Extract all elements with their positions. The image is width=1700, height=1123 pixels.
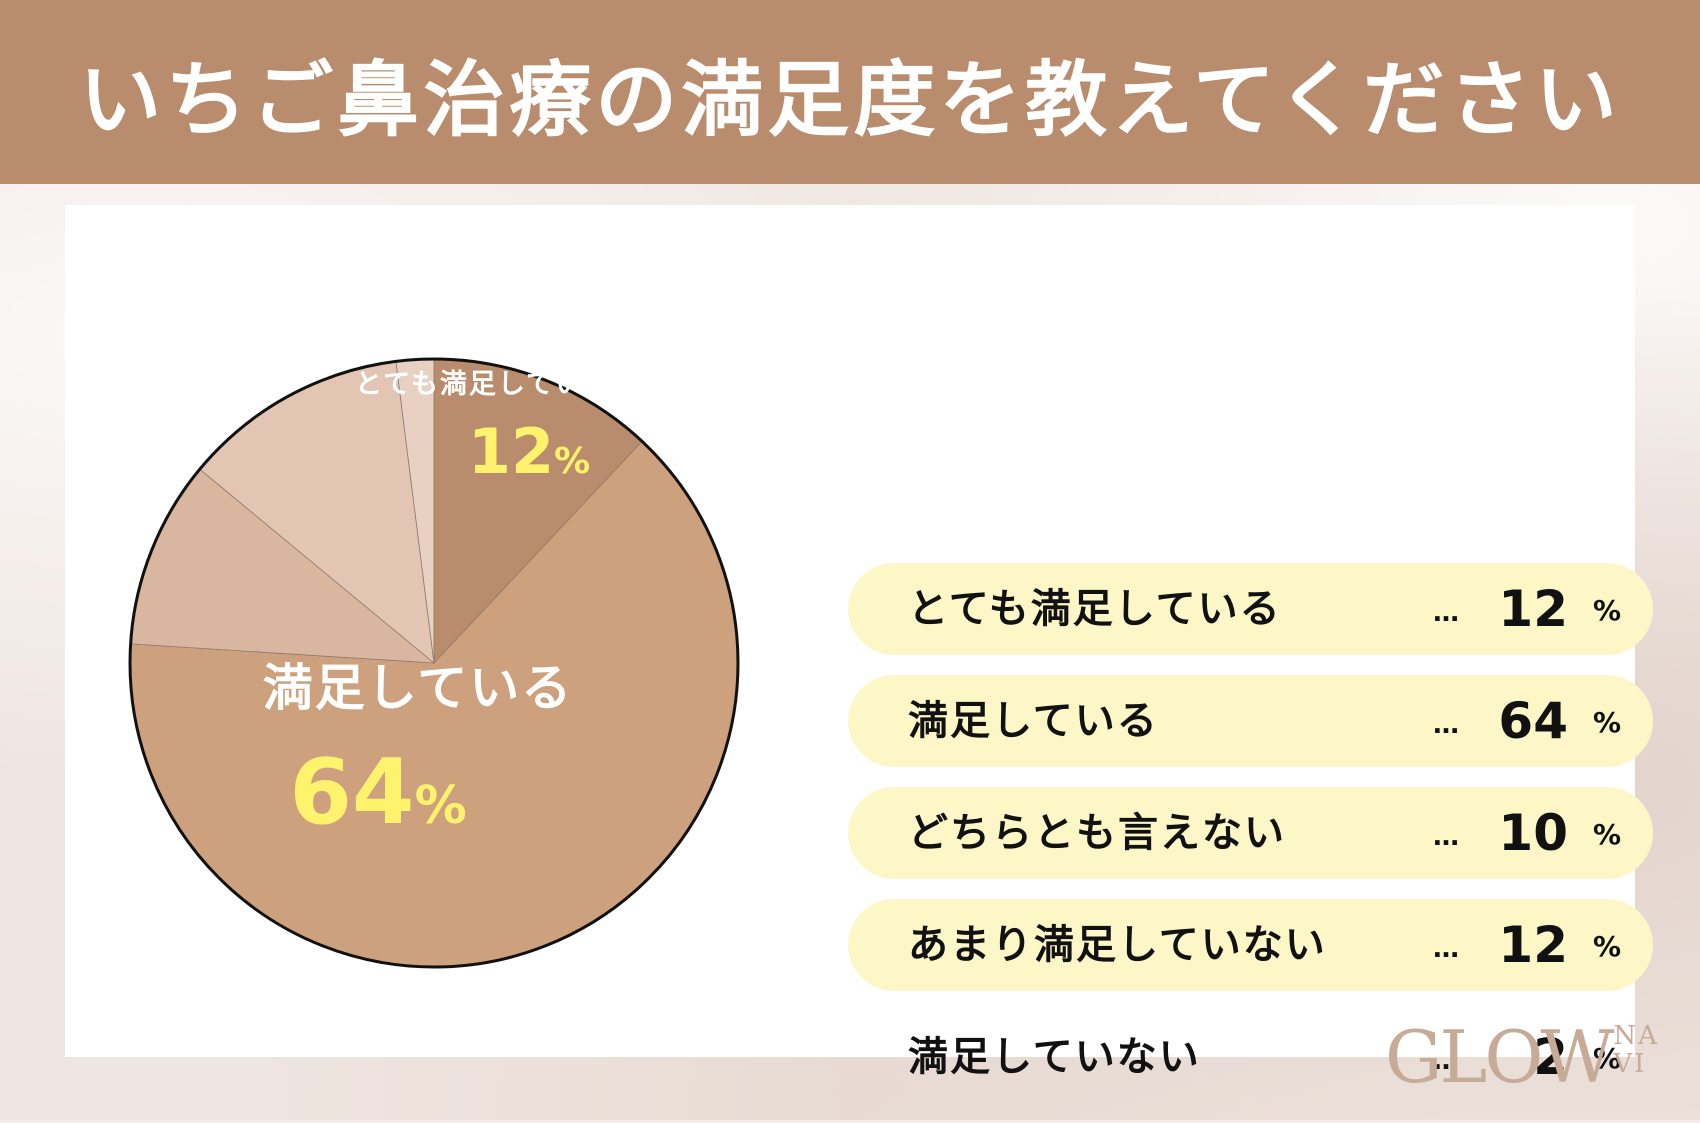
- pie-slice-value-label: 12%: [468, 415, 590, 488]
- legend-row: 満足していない … 2%: [848, 1011, 1653, 1103]
- legend-dots: …: [1433, 598, 1459, 628]
- logo-sub-top: NA: [1613, 1021, 1659, 1051]
- legend-label: 満足している: [908, 698, 1159, 744]
- legend-row: あまり満足していない … 12%: [848, 899, 1653, 991]
- legend-percent-sign: %: [1593, 930, 1622, 963]
- legend-dots: …: [1433, 1046, 1459, 1076]
- legend-value: 12: [1498, 580, 1568, 638]
- legend-value: 2: [1533, 1028, 1568, 1086]
- legend: とても満足している… 12% 満足している… 64% どちらとも言えない… 10% あまり満…: [848, 563, 1653, 1123]
- pie-chart: とても満足している 12% 満足している 64%: [128, 357, 740, 969]
- legend-percent-sign: %: [1593, 1042, 1622, 1075]
- legend-label: とても満足している: [908, 586, 1282, 632]
- legend-label: あまり満足していない: [908, 922, 1327, 968]
- chart-card: とても満足している 12% 満足している 64% とても満足している… 12% 満足してい…: [65, 205, 1653, 1086]
- legend-dots: …: [1433, 934, 1459, 964]
- logo-main-text: GLOW: [1385, 1015, 1614, 1099]
- legend-label: 満足していない: [908, 1034, 1201, 1080]
- legend-row: どちらとも言えない … 10%: [848, 787, 1653, 879]
- glownavi-logo: GLOWNA VI: [1385, 1015, 1659, 1099]
- header-banner: いちご鼻治療の満足度を教えてください: [0, 0, 1700, 184]
- legend-value: 12: [1498, 916, 1568, 974]
- legend-percent-sign: %: [1593, 706, 1622, 739]
- logo-sub-bottom: VI: [1613, 1049, 1647, 1079]
- legend-dots: …: [1433, 822, 1459, 852]
- logo-sub-text: NA VI: [1613, 1022, 1659, 1078]
- legend-value: 64: [1498, 692, 1568, 750]
- page-title: いちご鼻治療の満足度を教えてください: [79, 52, 1621, 148]
- pie-slice-value-label: 64%: [289, 740, 466, 845]
- legend-percent-sign: %: [1593, 594, 1622, 627]
- pie-slice-name-label: とても満足している: [355, 369, 613, 400]
- legend-row: とても満足している … 12%: [848, 563, 1653, 655]
- legend-row: 満足している … 64%: [848, 675, 1653, 767]
- pie-slice-name-label: 満足している: [263, 659, 574, 717]
- legend-label: どちらとも言えない: [908, 810, 1286, 856]
- legend-percent-sign: %: [1593, 818, 1622, 851]
- legend-dots: …: [1433, 710, 1459, 740]
- pie-outline: [128, 357, 740, 969]
- legend-value: 10: [1498, 804, 1568, 862]
